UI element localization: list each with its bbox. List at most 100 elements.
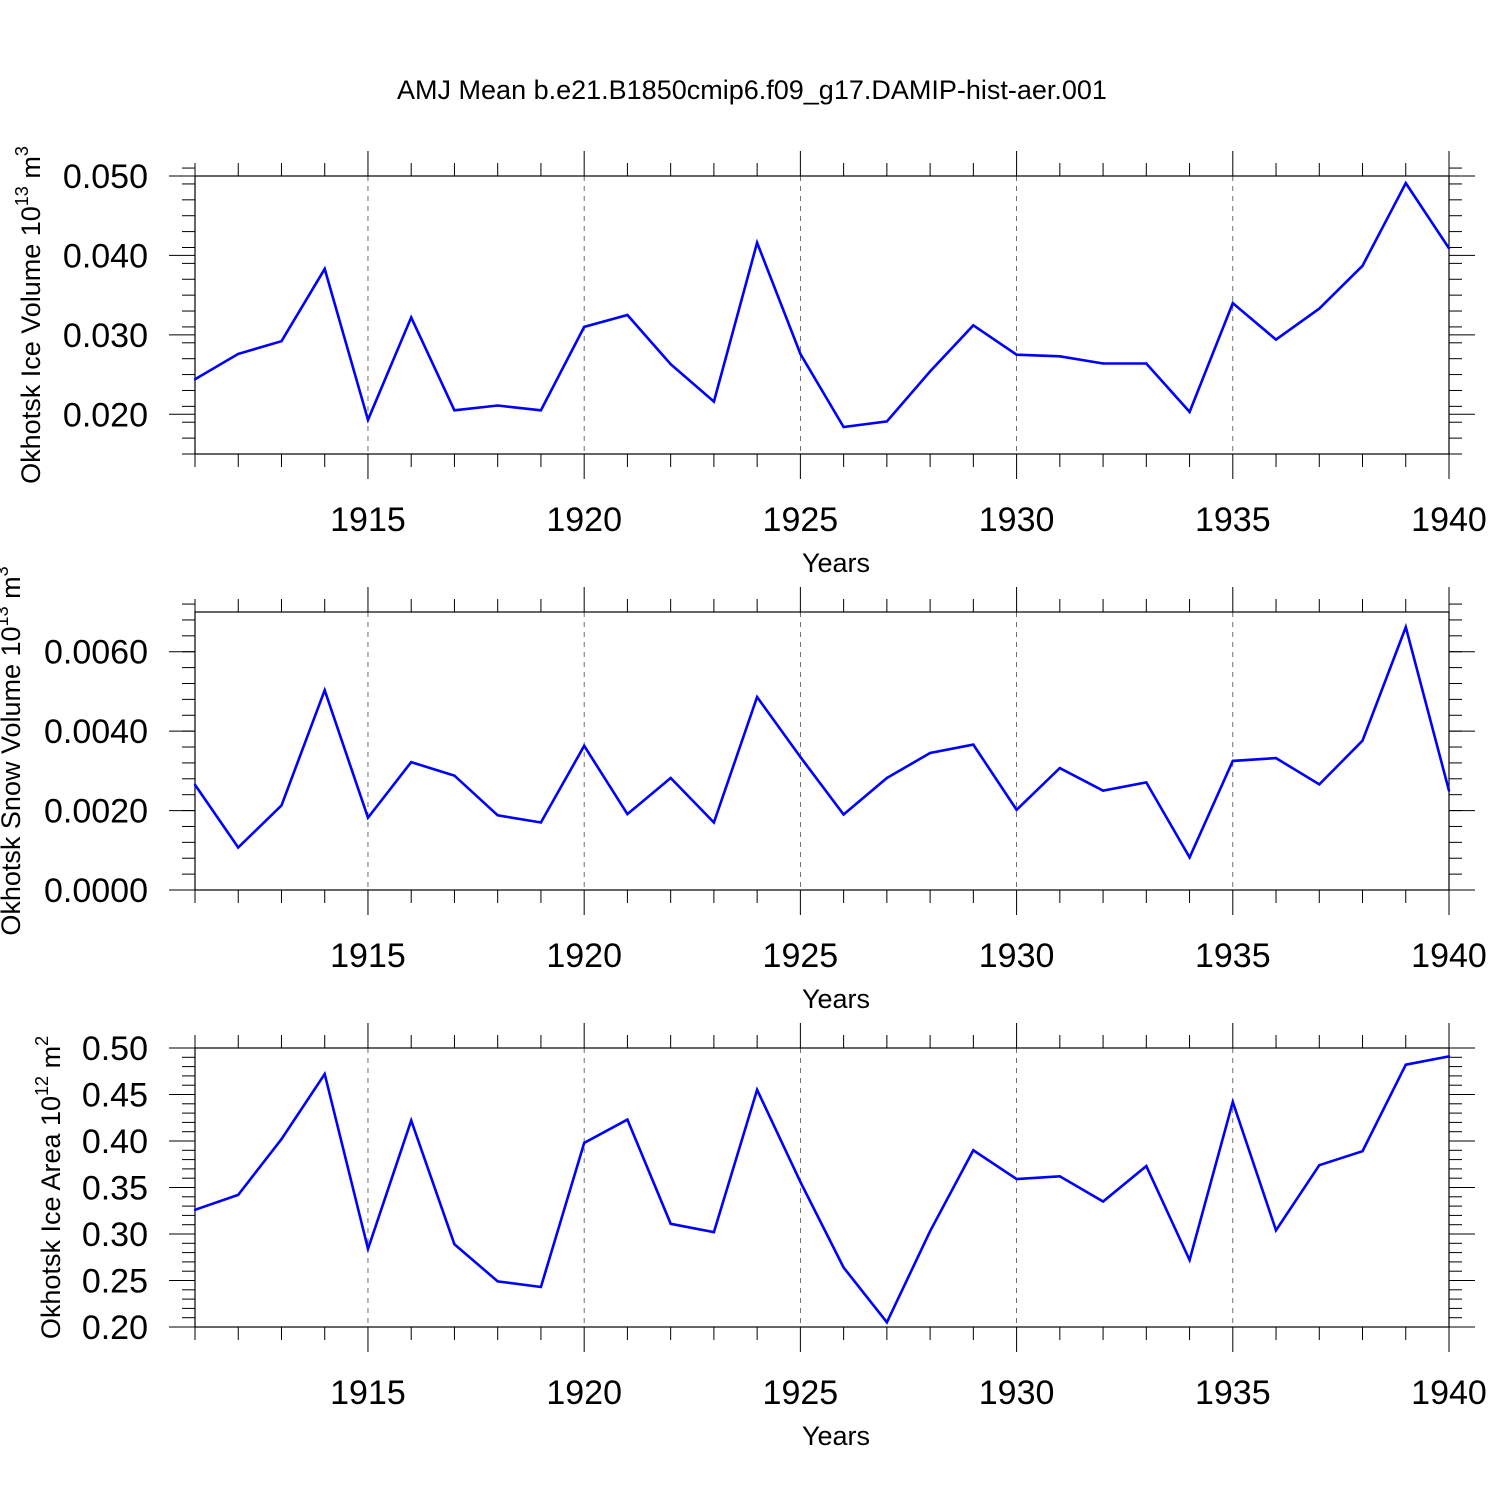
- y-tick-label: 0.020: [63, 396, 148, 434]
- data-point: [1145, 1164, 1148, 1168]
- data-point: [1318, 1163, 1321, 1167]
- data-point: [626, 1118, 629, 1121]
- data-point: [712, 821, 716, 824]
- x-tick-label: 1915: [330, 501, 406, 539]
- x-tick-label: 1925: [763, 1374, 839, 1412]
- y-tick-label: 0.35: [82, 1170, 148, 1208]
- data-series-line: [194, 180, 1451, 429]
- y-axis-label-part: Okhotsk Ice Volume 10: [16, 206, 46, 484]
- y-axis-label-part: m: [0, 576, 26, 606]
- data-point: [193, 378, 197, 381]
- x-tick-label: 1930: [979, 501, 1055, 539]
- data-point: [1015, 1177, 1018, 1181]
- x-tick-label: 1940: [1411, 1374, 1487, 1412]
- y-tick-label: 0.50: [82, 1030, 148, 1068]
- y-tick-label: 0.25: [82, 1263, 148, 1301]
- data-point: [193, 783, 197, 786]
- data-point: [755, 1088, 759, 1092]
- data-point: [669, 776, 672, 780]
- data-point: [323, 267, 326, 271]
- data-point: [626, 812, 629, 816]
- x-tick-label: 1935: [1195, 501, 1271, 539]
- data-point: [280, 1137, 283, 1141]
- x-tick-label: 1940: [1411, 501, 1487, 539]
- data-point: [669, 1222, 672, 1225]
- y-axis-label-part: 13: [0, 606, 12, 626]
- data-point: [237, 352, 240, 356]
- x-tick-label: 1925: [763, 501, 839, 539]
- data-point: [928, 751, 932, 755]
- data-point: [842, 813, 845, 816]
- data-point: [1101, 789, 1105, 792]
- data-point: [1361, 1150, 1364, 1153]
- data-point: [1058, 1175, 1062, 1178]
- y-tick-label: 0.45: [82, 1077, 148, 1115]
- data-point: [972, 324, 975, 327]
- data-point: [539, 1285, 543, 1289]
- data-point: [1145, 362, 1148, 365]
- data-point: [712, 400, 716, 403]
- data-point: [582, 1141, 586, 1145]
- data-point: [453, 1243, 456, 1246]
- data-point: [1015, 808, 1018, 811]
- y-axis-label-part: 12: [32, 1076, 52, 1096]
- data-point: [539, 821, 543, 824]
- y-axis-label-part: Okhotsk Snow Volume 10: [0, 626, 26, 935]
- data-point: [1318, 307, 1321, 310]
- data-point: [972, 1149, 975, 1152]
- y-tick-label: 0.040: [63, 237, 148, 275]
- y-axis-label-part: 3: [12, 146, 32, 156]
- data-point: [237, 1193, 240, 1197]
- data-point: [1231, 301, 1234, 305]
- data-point: [1058, 766, 1062, 770]
- data-point: [280, 804, 283, 807]
- data-point: [410, 760, 413, 764]
- y-axis-label-part: m: [36, 1046, 66, 1076]
- data-point: [626, 313, 629, 317]
- y-axis-label-part: m: [16, 156, 46, 186]
- x-tick-label: 1935: [1195, 1374, 1271, 1412]
- x-axis-label: Years: [802, 1421, 870, 1451]
- data-point: [842, 425, 845, 429]
- data-point: [1361, 739, 1364, 742]
- chart-panel-3: 1915 1920 1925 1930 1935 1940 Years 0.20 0.25 0.3…: [32, 1023, 1487, 1451]
- data-point: [799, 755, 802, 759]
- data-point: [1404, 181, 1407, 185]
- data-point: [1188, 1258, 1191, 1262]
- y-tick-label: 0.0040: [44, 713, 148, 751]
- data-point: [799, 1180, 802, 1184]
- x-tick-label: 1920: [546, 501, 622, 539]
- x-tick-label: 1920: [546, 937, 622, 975]
- data-point: [885, 1321, 889, 1324]
- data-point: [972, 743, 975, 746]
- data-point: [1447, 789, 1451, 792]
- data-point: [496, 1280, 499, 1283]
- data-point: [453, 774, 456, 777]
- data-point: [496, 404, 499, 407]
- data-point: [885, 420, 889, 423]
- y-axis-label: Okhotsk Snow Volume 1013 m3: [0, 566, 26, 935]
- data-point: [1231, 759, 1234, 763]
- x-axis-label: Years: [802, 984, 870, 1014]
- chart-panel-2: 1915 1920 1925 1930 1935 1940 Years 0.0000 0.002…: [0, 566, 1487, 1014]
- data-point: [496, 814, 499, 817]
- y-axis-label-part: 2: [32, 1036, 52, 1046]
- y-axis-label-part: Okhotsk Ice Area 10: [36, 1096, 66, 1339]
- data-point: [669, 363, 672, 366]
- data-point: [1145, 781, 1148, 784]
- data-point: [323, 1072, 326, 1076]
- data-point: [755, 695, 759, 699]
- data-point: [1058, 355, 1062, 358]
- data-point: [1274, 756, 1278, 760]
- y-tick-label: 0.0000: [44, 872, 148, 910]
- y-tick-label: 0.030: [63, 317, 148, 355]
- data-point: [1015, 353, 1018, 356]
- data-point: [193, 1208, 197, 1212]
- y-axis-label-part: 13: [12, 186, 32, 206]
- data-point: [1188, 410, 1191, 414]
- data-point: [799, 352, 802, 356]
- data-point: [366, 418, 370, 422]
- data-point: [928, 1230, 932, 1233]
